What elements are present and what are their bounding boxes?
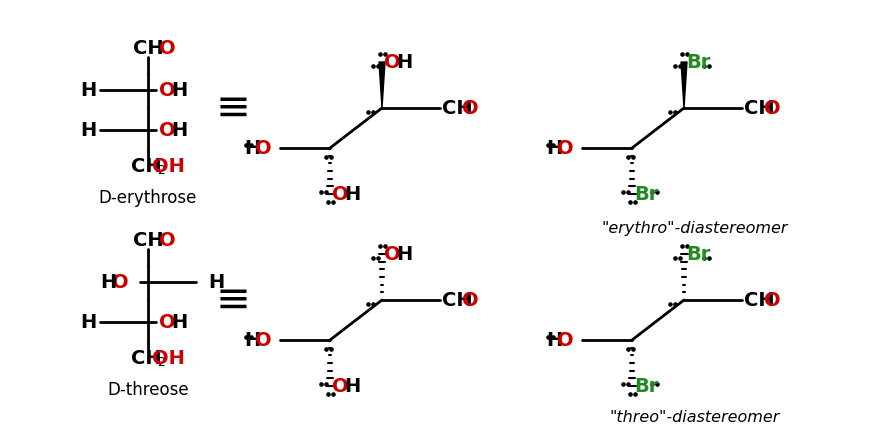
- Polygon shape: [379, 62, 385, 108]
- Text: O: O: [384, 245, 400, 263]
- Text: O: O: [159, 312, 176, 332]
- Text: O: O: [384, 53, 400, 72]
- Text: ≡: ≡: [216, 279, 251, 321]
- Text: H: H: [344, 377, 360, 396]
- Text: H: H: [80, 120, 96, 139]
- Text: O: O: [159, 81, 176, 100]
- Text: Br: Br: [686, 245, 711, 263]
- Text: "threo"-diastereomer: "threo"-diastereomer: [610, 410, 780, 424]
- Text: O: O: [113, 273, 129, 292]
- Polygon shape: [681, 62, 687, 108]
- Text: H: H: [171, 120, 187, 139]
- Text: Br: Br: [686, 53, 711, 72]
- Text: O: O: [255, 139, 272, 157]
- Text: CH: CH: [131, 349, 162, 368]
- Text: H: H: [396, 245, 413, 263]
- Text: OH: OH: [151, 156, 184, 176]
- Text: H: H: [545, 139, 562, 157]
- Text: O: O: [462, 98, 479, 117]
- Text: OH: OH: [151, 349, 184, 368]
- Text: H: H: [244, 139, 260, 157]
- Text: H: H: [80, 81, 96, 100]
- Text: CH: CH: [131, 156, 162, 176]
- Text: O: O: [462, 290, 479, 310]
- Text: H: H: [171, 81, 187, 100]
- Text: D-erythrose: D-erythrose: [99, 189, 198, 207]
- Text: H: H: [545, 330, 562, 349]
- Text: 2: 2: [157, 355, 165, 368]
- Text: H: H: [171, 312, 187, 332]
- Text: O: O: [558, 139, 574, 157]
- Text: Br: Br: [634, 184, 658, 204]
- Text: 2: 2: [157, 164, 165, 176]
- Text: O: O: [159, 120, 176, 139]
- Text: ≡: ≡: [216, 87, 251, 129]
- Text: H: H: [244, 330, 260, 349]
- Text: O: O: [332, 377, 349, 396]
- Text: CH: CH: [442, 98, 473, 117]
- Text: CH: CH: [133, 39, 163, 58]
- Text: H: H: [396, 53, 413, 72]
- Text: Br: Br: [634, 377, 658, 396]
- Text: O: O: [159, 39, 176, 58]
- Text: O: O: [558, 330, 574, 349]
- Text: O: O: [764, 290, 780, 310]
- Text: O: O: [255, 330, 272, 349]
- Text: D-threose: D-threose: [108, 381, 189, 399]
- Text: H: H: [208, 273, 225, 292]
- Text: H: H: [101, 273, 117, 292]
- Text: O: O: [764, 98, 780, 117]
- Text: O: O: [332, 184, 349, 204]
- Text: CH: CH: [744, 290, 774, 310]
- Text: H: H: [344, 184, 360, 204]
- Text: H: H: [80, 312, 96, 332]
- Text: CH: CH: [442, 290, 473, 310]
- Text: CH: CH: [133, 231, 163, 249]
- Text: CH: CH: [744, 98, 774, 117]
- Text: O: O: [159, 231, 176, 249]
- Text: "erythro"-diastereomer: "erythro"-diastereomer: [602, 220, 788, 235]
